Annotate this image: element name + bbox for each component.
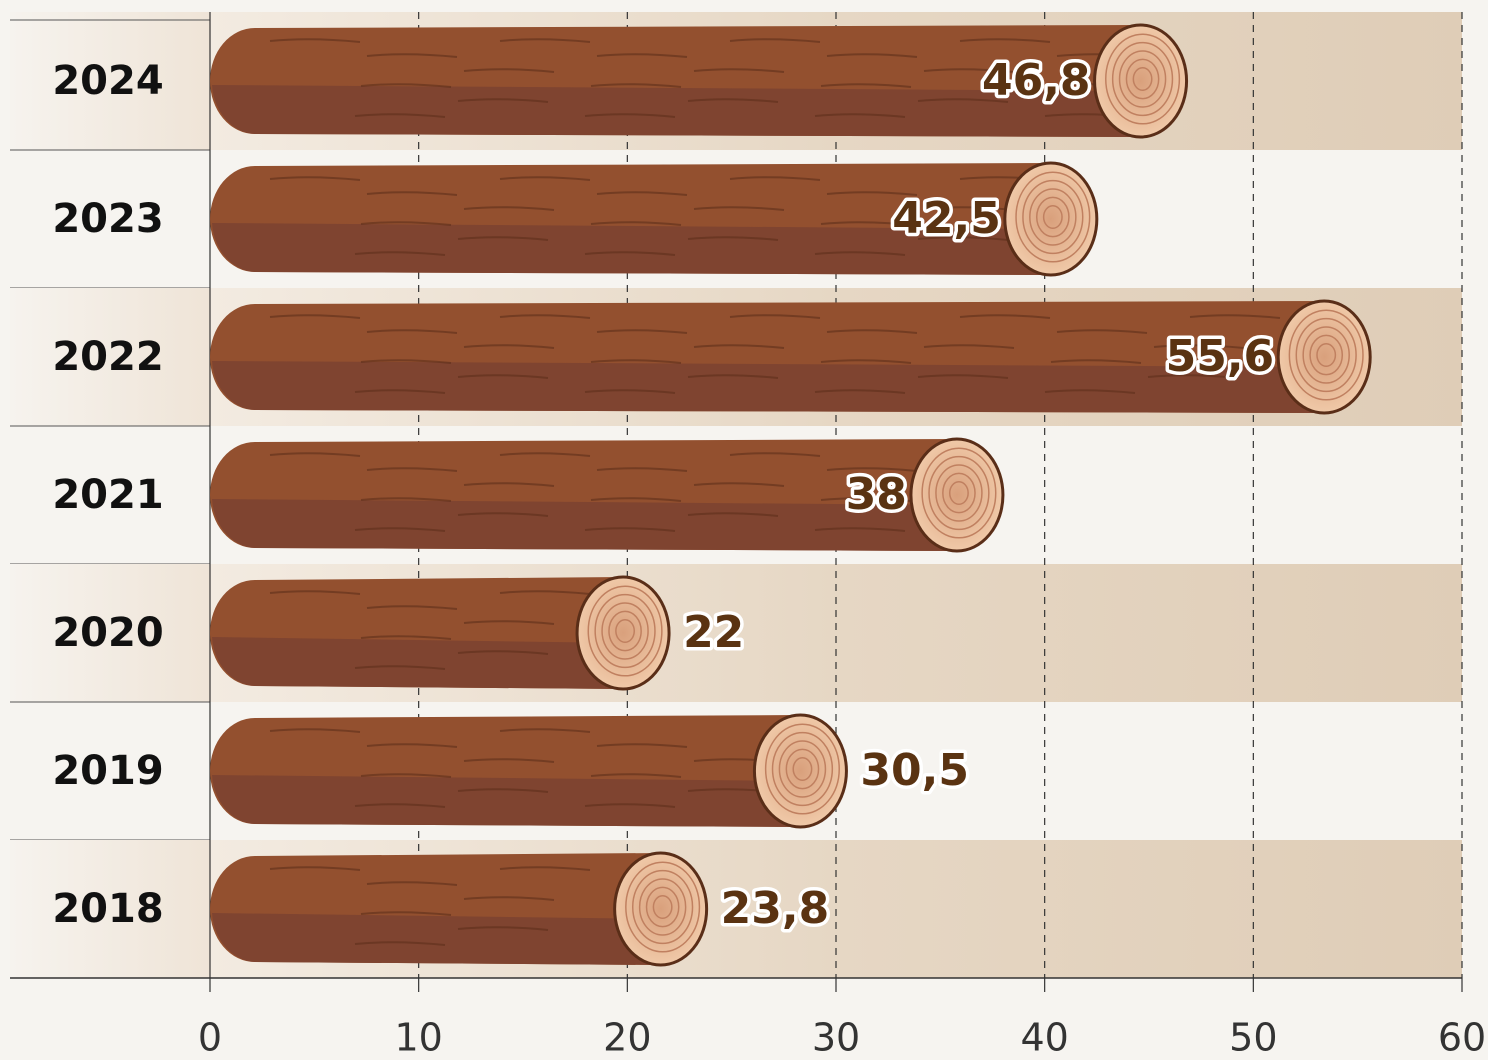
x-tick-label: 0: [198, 1016, 222, 1060]
value-label: 46,8: [982, 55, 1091, 106]
y-tick-label: 2018: [52, 886, 163, 932]
x-tick-label: 60: [1438, 1016, 1486, 1060]
value-label: 55,6: [1166, 331, 1275, 382]
x-tick-label: 20: [603, 1016, 651, 1060]
y-tick-label: 2020: [52, 610, 163, 656]
log-shade: [212, 775, 800, 827]
x-tick-label: 50: [1229, 1016, 1277, 1060]
value-label: 23,8: [721, 883, 830, 934]
y-tick-label: 2019: [52, 748, 163, 794]
log-shade: [212, 361, 1324, 413]
y-tick-label: 2023: [52, 196, 163, 242]
chart: 0 10 20 30 40 50 60 2024 46,8 2023 42,5 2022 55,6 20…: [0, 0, 1488, 1060]
value-label: 42,5: [892, 193, 1001, 244]
y-tick-label: 2022: [52, 334, 163, 380]
log: [210, 715, 846, 827]
x-tick-label: 10: [394, 1016, 442, 1060]
x-tick-label: 30: [812, 1016, 860, 1060]
log: [210, 577, 669, 689]
value-label: 22: [683, 607, 744, 658]
value-label: 30,5: [860, 745, 969, 796]
log-shade: [212, 913, 661, 965]
x-tick-label: 40: [1020, 1016, 1068, 1060]
log: [210, 853, 707, 965]
y-tick-label: 2021: [52, 472, 163, 518]
log-shade: [212, 637, 623, 689]
value-label: 38: [846, 469, 907, 520]
y-tick-label: 2024: [52, 58, 163, 104]
